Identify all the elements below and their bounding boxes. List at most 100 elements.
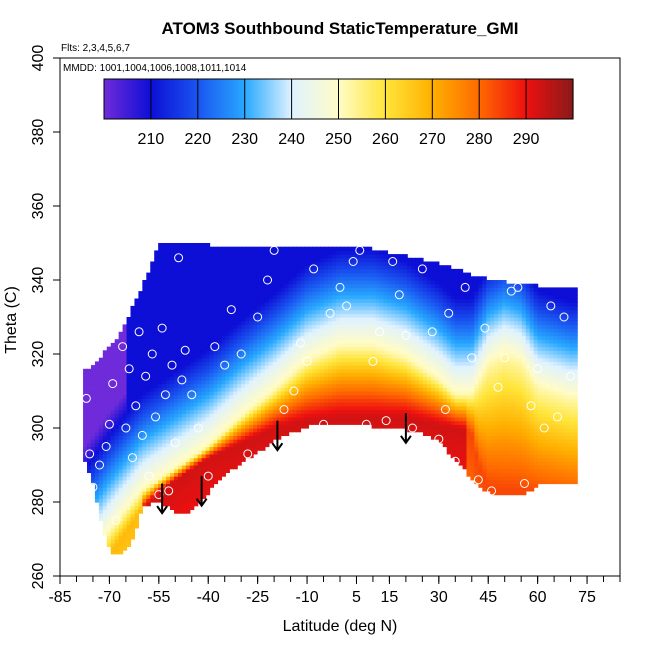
field-cell (324, 250, 329, 255)
field-cell (336, 391, 341, 396)
field-cell (379, 365, 385, 370)
field-cell (403, 402, 408, 407)
field-cell (138, 483, 143, 488)
field-cell (383, 405, 389, 411)
field-cell (312, 376, 317, 381)
field-cell (150, 276, 155, 281)
field-cell (142, 361, 147, 366)
field-cell (166, 317, 171, 322)
field-cell (264, 391, 270, 396)
field-cell (292, 287, 298, 292)
field-cell (213, 265, 219, 270)
field-cell (185, 487, 191, 492)
field-cell (379, 372, 385, 377)
field-cell (166, 391, 171, 396)
field-cell (253, 331, 258, 337)
field-cell (154, 302, 159, 307)
field-cell (90, 431, 96, 436)
field-cell (162, 328, 167, 333)
field-cell (118, 479, 124, 485)
field-cell (434, 350, 440, 355)
field-cell (138, 387, 143, 392)
field-cell (367, 246, 373, 251)
field-cell (395, 357, 400, 362)
field-cell (233, 342, 238, 348)
field-cell (166, 402, 171, 407)
field-cell (296, 350, 302, 355)
field-cell (90, 402, 96, 407)
field-cell (241, 276, 246, 281)
field-cell (253, 346, 258, 351)
field-cell (114, 435, 120, 440)
field-cell (170, 287, 175, 292)
field-cell (150, 465, 155, 470)
field-cell (142, 498, 147, 503)
field-cell (106, 479, 112, 485)
field-cell (83, 457, 88, 462)
field-cell (434, 391, 440, 396)
field-cell (328, 398, 333, 403)
field-cell (347, 294, 353, 300)
field-cell (411, 409, 416, 414)
field-cell (320, 283, 325, 288)
field-cell (201, 379, 207, 385)
field-cell (217, 442, 223, 448)
field-cell (316, 350, 321, 355)
field-cell (213, 246, 219, 251)
field-cell (185, 379, 191, 385)
field-cell (94, 383, 100, 388)
field-cell (442, 272, 448, 277)
field-cell (328, 331, 333, 337)
field-cell (209, 465, 215, 470)
field-cell (197, 413, 203, 418)
field-cell (130, 435, 136, 440)
field-cell (173, 313, 179, 318)
field-cell (395, 339, 400, 344)
field-cell (217, 276, 223, 281)
field-cell (146, 291, 151, 296)
field-cell (142, 457, 147, 462)
field-cell (320, 324, 325, 329)
field-cell (225, 324, 230, 329)
field-cell (154, 372, 159, 377)
field-cell (272, 387, 278, 392)
field-cell (154, 494, 159, 499)
field-cell (205, 309, 211, 314)
field-cell (189, 276, 195, 281)
field-cell (201, 405, 207, 411)
field-cell (185, 320, 191, 325)
field-cell (324, 317, 329, 322)
field-cell (118, 391, 124, 396)
field-cell (221, 328, 226, 333)
field-cell (158, 494, 163, 499)
field-cell (166, 424, 171, 429)
field-cell (173, 361, 179, 366)
field-cell (249, 350, 254, 355)
field-cell (245, 450, 250, 455)
field-cell (328, 250, 333, 255)
field-cell (340, 376, 345, 381)
field-cell (351, 387, 357, 392)
field-cell (245, 317, 250, 322)
field-cell (351, 350, 357, 355)
field-cell (363, 405, 369, 411)
field-cell (375, 383, 381, 388)
field-cell (363, 254, 369, 259)
field-cell (170, 420, 175, 425)
field-cell (324, 420, 329, 425)
field-cell (268, 357, 274, 362)
field-cell (387, 379, 392, 385)
field-cell (399, 283, 404, 288)
field-cell (189, 394, 195, 399)
field-cell (407, 413, 412, 418)
field-cell (260, 261, 266, 266)
field-cell (423, 302, 428, 307)
field-cell (197, 361, 203, 366)
field-cell (407, 402, 412, 407)
field-cell (114, 420, 120, 425)
field-cell (363, 420, 369, 425)
field-cell (134, 376, 139, 381)
field-cell (434, 376, 440, 381)
field-cell (166, 313, 171, 318)
field-cell (146, 465, 151, 470)
